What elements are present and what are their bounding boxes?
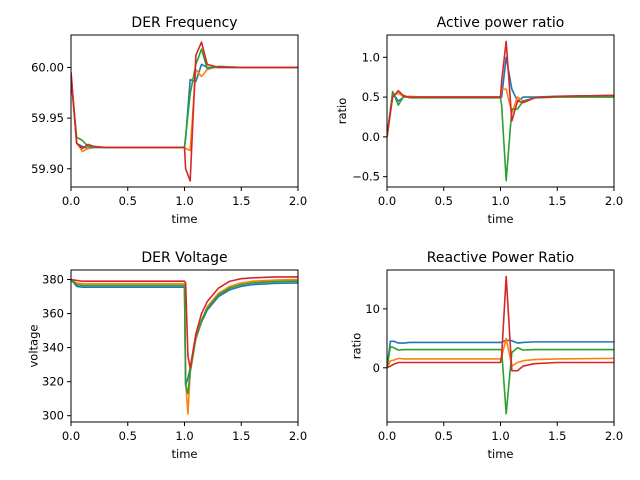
active-power-ratio-subplot: 0.0 0.5 1.0 1.5 2.0 −0.5 0.0 0.5 1.0 Active power… [335, 15, 623, 226]
der-voltage-xtick-label: 0.5 [119, 429, 137, 443]
active-power-ratio-ylabel: ratio [335, 98, 349, 125]
active-power-ratio-series-line-4 [387, 40, 614, 137]
der-frequency-series-line-3 [71, 48, 298, 149]
der-frequency-ytick-label: 59.90 [31, 162, 64, 176]
der-voltage-title: DER Voltage [141, 250, 227, 266]
reactive-power-ratio-ytick-label: 0 [373, 361, 380, 375]
reactive-power-ratio-xtick-label: 0.0 [378, 429, 396, 443]
der-frequency-xtick-label: 1.5 [232, 194, 250, 208]
der-frequency-ytick-label: 60.00 [31, 60, 64, 74]
der-frequency-subplot: 0.0 0.5 1.0 1.5 2.0 59.90 59.95 60.00 DER Freque… [31, 15, 307, 226]
active-power-ratio-title: Active power ratio [437, 15, 565, 31]
der-voltage-ytick-label: 300 [42, 409, 64, 423]
active-power-ratio-xlabel: time [488, 212, 514, 226]
active-power-ratio-xtick-label: 0.5 [435, 194, 453, 208]
active-power-ratio-ytick-label: 0.5 [362, 90, 380, 104]
reactive-power-ratio-series-line-1 [387, 339, 614, 368]
der-voltage-ylabel: voltage [26, 325, 40, 368]
der-voltage-ytick-label: 340 [42, 341, 64, 355]
der-frequency-ytick-label: 59.95 [31, 111, 64, 125]
der-voltage-subplot: 0.0 0.5 1.0 1.5 2.0 300 320 340 360 380 DER Voltag… [26, 250, 307, 461]
active-power-ratio-ytick-label: 0.0 [362, 130, 380, 144]
reactive-power-ratio-xtick-label: 1.0 [491, 429, 509, 443]
der-frequency-xtick-label: 0.5 [119, 194, 137, 208]
der-voltage-ytick-label: 380 [42, 273, 64, 287]
reactive-power-ratio-subplot: 0.0 0.5 1.0 1.5 2.0 0 10 Reactive Power Ratio ti… [350, 250, 624, 461]
active-power-ratio-xtick-label: 0.0 [378, 194, 396, 208]
der-voltage-xtick-label: 2.0 [289, 429, 307, 443]
active-power-ratio-ytick-label: 1.0 [362, 50, 380, 64]
der-voltage-xtick-label: 0.0 [62, 429, 80, 443]
reactive-power-ratio-xtick-label: 2.0 [605, 429, 623, 443]
reactive-power-ratio-xtick-label: 1.5 [548, 429, 566, 443]
der-voltage-xlabel: time [172, 447, 198, 461]
reactive-power-ratio-series-line-4 [387, 275, 614, 372]
der-voltage-ytick-label: 360 [42, 307, 64, 321]
der-frequency-xlabel: time [172, 212, 198, 226]
reactive-power-ratio-series-line-3 [387, 345, 614, 415]
reactive-power-ratio-xlabel: time [488, 447, 514, 461]
der-voltage-series-line-3 [71, 278, 298, 395]
active-power-ratio-xtick-label: 1.0 [491, 194, 509, 208]
der-frequency-xtick-label: 0.0 [62, 194, 80, 208]
active-power-ratio-xtick-label: 1.5 [548, 194, 566, 208]
der-frequency-series-line-4 [71, 41, 298, 182]
der-voltage-xtick-label: 1.0 [175, 429, 193, 443]
der-voltage-series-line-4 [71, 276, 298, 369]
reactive-power-ratio-xtick-label: 0.5 [435, 429, 453, 443]
active-power-ratio-xtick-label: 2.0 [605, 194, 623, 208]
der-frequency-title: DER Frequency [131, 15, 237, 31]
der-frequency-xtick-label: 1.0 [175, 194, 193, 208]
der-voltage-xtick-label: 1.5 [232, 429, 250, 443]
reactive-power-ratio-ylabel: ratio [350, 333, 364, 360]
der-frequency-xtick-label: 2.0 [289, 194, 307, 208]
der-voltage-ytick-label: 320 [42, 375, 64, 389]
reactive-power-ratio-ytick-label: 10 [365, 302, 380, 316]
active-power-ratio-ytick-label: −0.5 [352, 170, 380, 184]
reactive-power-ratio-title: Reactive Power Ratio [427, 250, 574, 266]
